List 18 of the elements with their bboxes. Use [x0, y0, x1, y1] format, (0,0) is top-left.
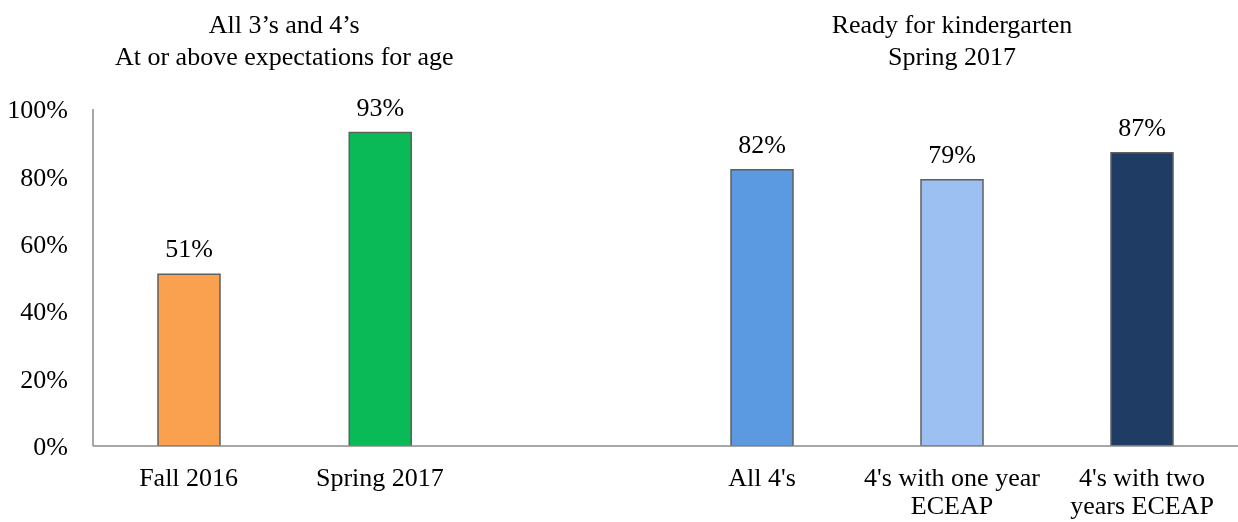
y-tick-label: 0% — [33, 432, 68, 462]
data-label: 87% — [1118, 112, 1166, 142]
chart-title: Ready for kindergarten Spring 2017 — [830, 9, 1074, 73]
y-tick-label: 60% — [20, 230, 68, 260]
data-label: 93% — [356, 92, 405, 122]
x-tick-label: Spring 2017 — [315, 463, 444, 492]
y-tick-label: 40% — [20, 297, 68, 327]
data-label: 79% — [928, 139, 976, 169]
x-tick-label: 4's with one year ECEAP — [864, 463, 1041, 520]
y-tick-label: 100% — [7, 95, 68, 125]
y-tick-label: 20% — [20, 364, 68, 394]
y-tick-label: 80% — [20, 162, 68, 192]
data-label: 82% — [738, 129, 786, 159]
x-tick-label: 4's with two years ECEAP — [1070, 463, 1214, 520]
x-tick-label: All 4's — [728, 463, 796, 492]
data-label: 51% — [165, 234, 213, 264]
chart-title: All 3’s and 4’s At or above expectations for age — [113, 9, 455, 73]
x-tick-label: Fall 2016 — [139, 463, 239, 492]
